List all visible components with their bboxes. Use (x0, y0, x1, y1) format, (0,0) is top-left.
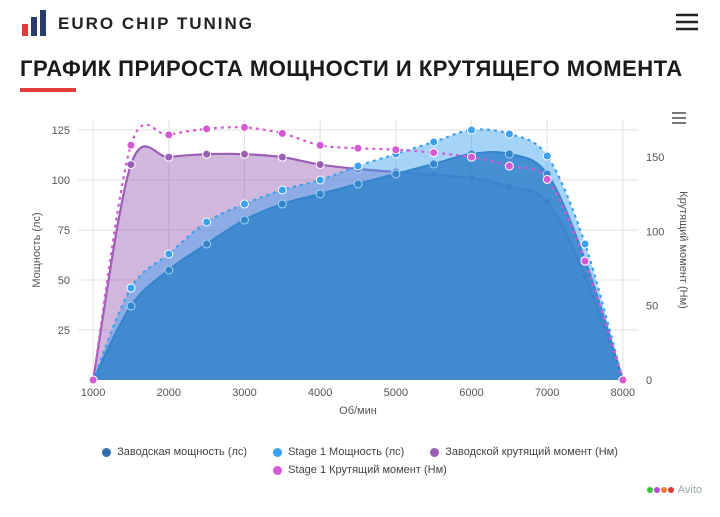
svg-text:8000: 8000 (611, 387, 635, 399)
menu-icon[interactable] (674, 12, 700, 37)
legend-label: Заводская мощность (лс) (117, 446, 247, 458)
legend-label: Заводской крутящий момент (Нм) (445, 446, 618, 458)
footer: Avito (0, 476, 720, 496)
legend-item[interactable]: Заводская мощность (лс) (102, 446, 247, 458)
legend-swatch (273, 466, 282, 475)
svg-text:Об/мин: Об/мин (339, 405, 377, 417)
title-section: ГРАФИК ПРИРОСТА МОЩНОСТИ И КРУТЯЩЕГО МОМ… (0, 46, 720, 92)
chart-menu-icon[interactable] (670, 110, 688, 131)
svg-text:100: 100 (52, 175, 70, 187)
legend-swatch (430, 448, 439, 457)
svg-text:6000: 6000 (459, 387, 483, 399)
avito-text: Avito (678, 484, 702, 496)
avito-dots-icon (647, 487, 674, 493)
page-title: ГРАФИК ПРИРОСТА МОЩНОСТИ И КРУТЯЩЕГО МОМ… (20, 56, 700, 82)
svg-text:3000: 3000 (232, 387, 256, 399)
brand-text: EURO CHIP TUNING (58, 14, 254, 34)
legend-label: Stage 1 Крутящий момент (Нм) (288, 464, 447, 476)
legend-label: Stage 1 Мощность (лс) (288, 446, 404, 458)
svg-text:Мощность (лс): Мощность (лс) (31, 212, 43, 287)
brand: EURO CHIP TUNING (20, 10, 254, 38)
avito-watermark: Avito (647, 484, 702, 496)
svg-text:2000: 2000 (157, 387, 181, 399)
svg-text:100: 100 (646, 226, 664, 238)
svg-text:4000: 4000 (308, 387, 332, 399)
svg-text:50: 50 (646, 301, 658, 313)
legend-item[interactable]: Заводской крутящий момент (Нм) (430, 446, 618, 458)
legend-item[interactable]: Stage 1 Мощность (лс) (273, 446, 404, 458)
legend-swatch (102, 448, 111, 457)
chart-container: 1000200030004000500060007000800025507510… (0, 92, 720, 476)
svg-text:7000: 7000 (535, 387, 559, 399)
svg-text:25: 25 (58, 325, 70, 337)
svg-text:75: 75 (58, 225, 70, 237)
chart-legend: Заводская мощность (лс) Stage 1 Мощность … (18, 442, 702, 476)
power-torque-chart: 1000200030004000500060007000800025507510… (18, 102, 698, 442)
legend-swatch (273, 448, 282, 457)
svg-text:Крутящий момент (Нм): Крутящий момент (Нм) (677, 191, 689, 309)
svg-text:125: 125 (52, 125, 70, 137)
header: EURO CHIP TUNING (0, 0, 720, 46)
svg-text:150: 150 (646, 152, 664, 164)
svg-text:1000: 1000 (81, 387, 105, 399)
svg-text:5000: 5000 (384, 387, 408, 399)
legend-item[interactable]: Stage 1 Крутящий момент (Нм) (273, 464, 447, 476)
logo-icon (20, 10, 48, 38)
svg-text:0: 0 (646, 375, 652, 387)
svg-text:50: 50 (58, 275, 70, 287)
